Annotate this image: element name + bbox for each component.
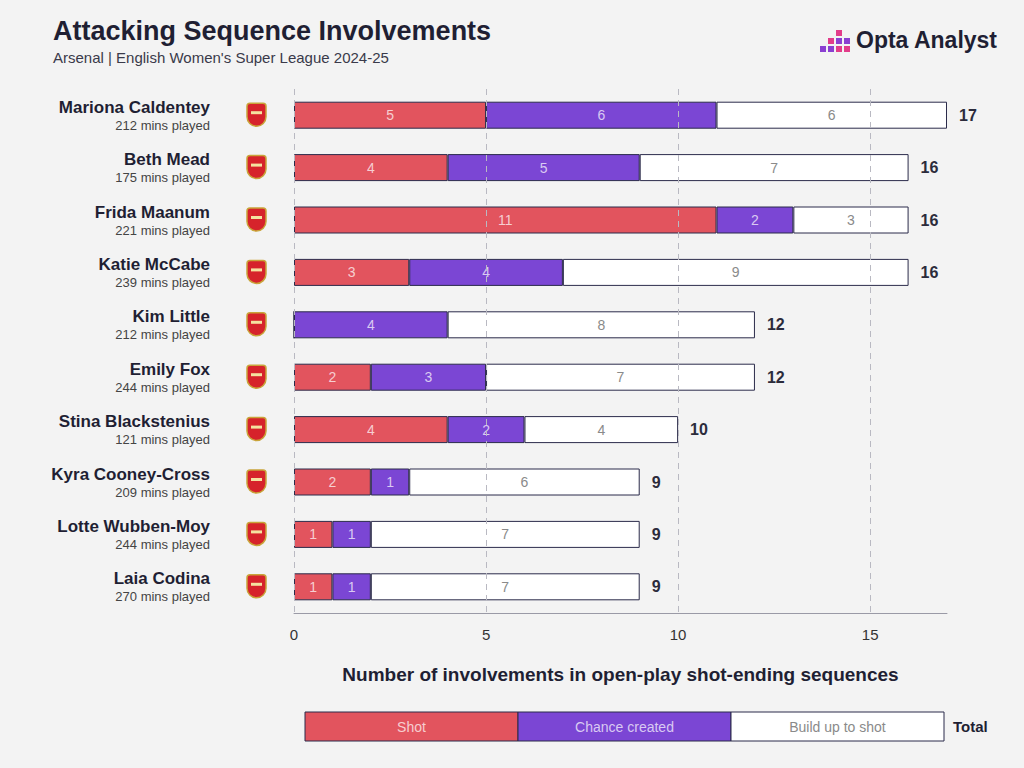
svg-text:121 mins played: 121 mins played [115,432,210,447]
svg-text:17: 17 [959,107,977,124]
svg-text:16: 16 [921,264,939,281]
svg-text:4: 4 [367,160,375,176]
svg-text:10: 10 [690,421,708,438]
svg-text:212 mins played: 212 mins played [115,327,210,342]
svg-text:Build up to shot: Build up to shot [789,719,886,735]
svg-text:16: 16 [921,212,939,229]
svg-text:3: 3 [847,212,855,228]
svg-text:11: 11 [498,212,513,228]
svg-text:Mariona Caldentey: Mariona Caldentey [59,98,211,117]
svg-text:221 mins played: 221 mins played [115,223,210,238]
svg-text:175 mins played: 175 mins played [115,170,210,185]
svg-text:3: 3 [425,369,433,385]
svg-text:Chance created: Chance created [575,719,674,735]
svg-text:4: 4 [482,264,490,281]
svg-text:212 mins played: 212 mins played [115,118,210,133]
svg-text:6: 6 [521,474,529,490]
svg-text:9: 9 [652,474,661,491]
svg-text:1: 1 [309,579,317,595]
svg-text:1: 1 [309,526,317,542]
svg-text:4: 4 [367,422,375,438]
svg-text:Attacking Sequence Involvement: Attacking Sequence Involvements [53,16,491,46]
svg-text:Frida Maanum: Frida Maanum [95,203,210,222]
svg-text:2: 2 [751,212,759,228]
svg-text:244 mins played: 244 mins played [115,537,210,552]
svg-text:9: 9 [652,526,661,543]
svg-text:Kyra Cooney-Cross: Kyra Cooney-Cross [51,465,210,484]
svg-text:12: 12 [767,316,785,333]
svg-text:270 mins played: 270 mins played [115,589,210,604]
svg-text:9: 9 [732,264,740,280]
svg-text:Katie McCabe: Katie McCabe [99,255,210,274]
svg-text:5: 5 [386,107,394,123]
svg-text:15: 15 [862,626,879,643]
svg-text:Shot: Shot [397,719,426,735]
svg-text:8: 8 [597,317,605,333]
svg-text:1: 1 [386,474,394,490]
svg-text:6: 6 [828,107,836,123]
svg-text:Total: Total [953,718,988,735]
svg-text:10: 10 [670,626,687,643]
svg-text:Kim Little: Kim Little [133,307,210,326]
svg-text:0: 0 [290,626,298,643]
svg-text:6: 6 [597,107,605,123]
svg-text:2: 2 [329,474,337,490]
svg-text:244 mins played: 244 mins played [115,380,210,395]
svg-text:16: 16 [921,159,939,176]
svg-text:9: 9 [652,578,661,595]
svg-text:5: 5 [482,626,490,643]
svg-text:7: 7 [501,526,509,542]
svg-text:2: 2 [482,421,490,438]
svg-text:3: 3 [348,264,356,280]
svg-text:7: 7 [501,579,509,595]
svg-text:7: 7 [617,369,625,385]
svg-text:Stina Blackstenius: Stina Blackstenius [59,412,210,431]
svg-text:12: 12 [767,369,785,386]
svg-text:Opta Analyst: Opta Analyst [856,27,997,53]
svg-text:7: 7 [770,160,778,176]
svg-text:Arsenal | English Women's Supe: Arsenal | English Women's Super League 2… [53,49,389,66]
svg-text:209 mins played: 209 mins played [115,485,210,500]
svg-text:1: 1 [348,579,356,595]
svg-text:2: 2 [329,369,337,385]
svg-text:239 mins played: 239 mins played [115,275,210,290]
svg-text:Laia Codina: Laia Codina [114,569,211,588]
svg-text:1: 1 [348,526,356,542]
svg-text:Emily Fox: Emily Fox [130,360,211,379]
svg-text:5: 5 [540,160,548,176]
svg-text:4: 4 [367,317,375,333]
svg-text:Beth Mead: Beth Mead [124,150,210,169]
svg-text:4: 4 [597,422,605,438]
svg-text:Number of involvements in open: Number of involvements in open-play shot… [342,664,898,685]
svg-text:Lotte Wubben-Moy: Lotte Wubben-Moy [57,517,210,536]
